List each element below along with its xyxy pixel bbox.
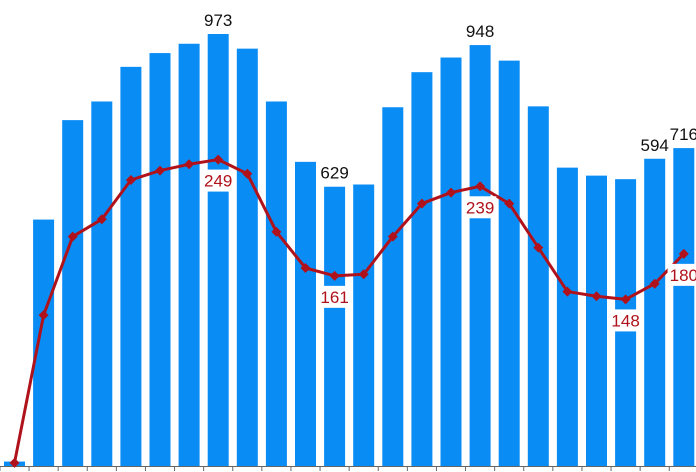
line-label-background <box>667 263 696 286</box>
bar <box>33 219 55 466</box>
line-marker <box>213 154 224 165</box>
bar-value-label: 629 <box>320 164 348 183</box>
line-marker <box>678 248 689 259</box>
bar <box>498 60 520 467</box>
line-marker <box>300 263 311 273</box>
line-value-label: 180 <box>670 266 696 285</box>
bar <box>586 175 607 466</box>
line-marker <box>242 168 253 179</box>
bar <box>324 186 346 466</box>
line-marker <box>271 226 282 237</box>
line-marker <box>125 175 136 185</box>
bar-value-label: 594 <box>641 136 669 155</box>
bar-value-label: 716 <box>670 125 696 144</box>
bar <box>411 72 433 466</box>
line-value-label: 161 <box>320 288 348 307</box>
line-label-background <box>318 285 351 308</box>
bar <box>382 107 404 467</box>
bar <box>120 66 142 467</box>
bar-value-label: 973 <box>204 11 232 30</box>
line-series <box>9 154 689 468</box>
line-marker <box>184 159 195 170</box>
line-marker <box>591 291 602 302</box>
line-marker <box>533 242 544 253</box>
line-marker <box>649 278 660 289</box>
bar <box>673 148 695 466</box>
bar-series <box>4 33 695 467</box>
bar <box>353 184 375 466</box>
line-marker <box>387 231 398 242</box>
bar <box>149 53 171 467</box>
bar <box>469 45 491 466</box>
line-marker <box>562 286 573 297</box>
line-marker <box>38 310 49 321</box>
line-value-label: 239 <box>466 198 494 217</box>
bar <box>527 106 549 467</box>
line-marker <box>475 181 486 192</box>
line-marker <box>416 198 427 209</box>
bar <box>91 101 113 466</box>
series-line <box>13 158 685 464</box>
bar <box>644 158 666 466</box>
line-label-background <box>463 196 497 219</box>
bar <box>178 43 200 466</box>
line-label-background <box>609 309 642 332</box>
line-marker <box>96 214 107 225</box>
bar <box>207 33 229 466</box>
line-marker <box>504 198 515 209</box>
line-marker <box>620 294 631 305</box>
bar <box>556 167 578 466</box>
bar <box>295 161 316 467</box>
bar-value-label: 948 <box>466 22 494 41</box>
bar <box>62 120 84 467</box>
bar <box>440 57 462 467</box>
line-marker <box>446 187 456 198</box>
line-value-label: 249 <box>204 172 232 191</box>
line-label-background <box>202 169 235 192</box>
line-value-label: 148 <box>611 311 639 330</box>
bar <box>265 101 287 466</box>
bar <box>236 48 258 466</box>
line-marker <box>9 457 20 468</box>
line-marker <box>67 231 78 242</box>
line-marker <box>329 270 340 281</box>
line-marker <box>358 269 369 280</box>
x-axis <box>0 466 696 471</box>
line-marker <box>155 165 165 176</box>
